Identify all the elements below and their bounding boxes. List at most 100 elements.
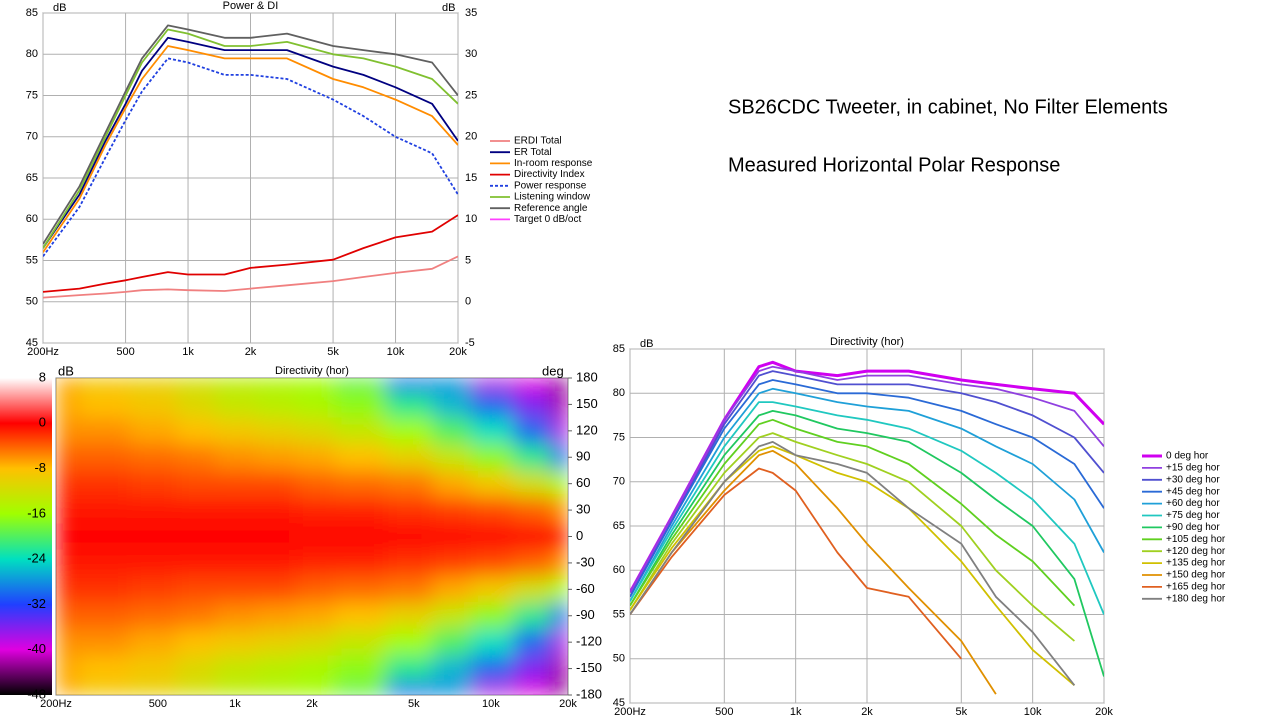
x-tick-label: 1k: [790, 706, 802, 718]
x-tick-label: 10k: [482, 698, 500, 710]
heatmap-cell: [552, 628, 568, 656]
series-line: [630, 365, 1104, 593]
heatmap-cell: [129, 602, 178, 630]
series-line: [630, 418, 1076, 607]
y-tick-label: 0: [576, 528, 583, 543]
heatmap-cell: [78, 523, 130, 551]
y2-tick-label: 20: [465, 131, 477, 143]
heatmap-cell: [552, 496, 568, 524]
heatmap-cell: [129, 655, 178, 683]
x-tick-label: 1k: [229, 698, 241, 710]
y-tick-label: 50: [26, 296, 38, 308]
heatmap-cell: [129, 391, 178, 419]
heatmap-cell: [78, 417, 130, 445]
heatmap-cell: [296, 378, 336, 392]
heatmap-cell: [296, 602, 336, 630]
heatmap-cell: [176, 523, 216, 551]
series-group: [43, 24, 458, 299]
heatmap-cell: [257, 391, 297, 419]
legend-label: Listening window: [514, 192, 591, 203]
heatmap-cell: [215, 378, 258, 392]
heatmap-cell: [215, 628, 258, 656]
heatmap-cell: [215, 576, 258, 604]
heatmap-cell: [513, 391, 553, 419]
heatmap-cell: [257, 523, 297, 551]
heatmap-cell: [56, 417, 80, 445]
heatmap-cell: [513, 378, 553, 392]
legend-label: ER Total: [514, 147, 552, 158]
heatmap-cell: [552, 470, 568, 498]
heatmap-cell: [176, 470, 216, 498]
heatmap-cell: [296, 391, 336, 419]
heatmap-cell: [78, 576, 130, 604]
legend-label: Directivity Index: [514, 169, 585, 180]
heatmap-cell: [56, 681, 80, 695]
y-unit: dB: [53, 2, 66, 14]
y-tick-label: 60: [26, 213, 38, 225]
legend-label: +105 deg hor: [1166, 534, 1226, 545]
heatmap-cell: [552, 602, 568, 630]
heatmap-smooth: [56, 378, 568, 695]
heatmap-cell: [296, 417, 336, 445]
heatmap-cell: [129, 496, 178, 524]
z-unit: dB: [58, 363, 74, 378]
heatmap-cell: [334, 628, 386, 656]
heatmap-cell: [385, 496, 434, 524]
heatmap-cell: [176, 655, 216, 683]
colorbar-label: 8: [39, 369, 46, 384]
x-tick-label: 20k: [559, 698, 577, 710]
heatmap-cell: [385, 628, 434, 656]
y-tick-label: 50: [613, 653, 625, 665]
heatmap-cell: [471, 549, 514, 577]
heatmap-cell: [385, 378, 434, 392]
heatmap-cell: [257, 549, 297, 577]
y2-tick-label: 10: [465, 213, 477, 225]
heatmap-cell: [432, 628, 472, 656]
y-tick-label: 80: [26, 48, 38, 60]
y-tick-label: 90: [576, 449, 590, 464]
series-line: [630, 432, 1075, 642]
heatmap-cell: [56, 391, 80, 419]
y-tick-label: -30: [576, 554, 595, 569]
legend-label: +165 deg hor: [1166, 582, 1226, 593]
heatmap-cell: [56, 655, 80, 683]
y-tick-label: 180: [576, 369, 598, 384]
y-tick-label: 45: [613, 697, 625, 709]
heatmap-cell: [129, 470, 178, 498]
heatmap-cell: [296, 496, 336, 524]
heatmap-cell: [176, 444, 216, 471]
series-line: [43, 28, 458, 249]
heatmap-cell: [334, 391, 386, 419]
heatmap-cell: [334, 681, 386, 695]
heatmap-cell: [296, 470, 336, 498]
heatmap-cell: [385, 681, 434, 695]
heatmap-cell: [78, 391, 130, 419]
heatmap-cell: [432, 470, 472, 498]
heatmap-cell: [176, 602, 216, 630]
heatmap-cell: [176, 378, 216, 392]
heatmap-cell: [471, 681, 514, 695]
heatmap-cell: [129, 378, 178, 392]
heatmap-cell: [176, 549, 216, 577]
heatmap-cell: [296, 681, 336, 695]
x-tick-label: 200Hz: [614, 706, 646, 718]
heatmap-cell: [432, 681, 472, 695]
legend-label: Reference angle: [514, 203, 588, 214]
heatmap-cell: [552, 417, 568, 445]
heatmap-cell: [471, 391, 514, 419]
heatmap-cell: [56, 444, 80, 471]
y-tick-label: 60: [613, 564, 625, 576]
series-line: [630, 441, 1076, 686]
heatmap-cell: [334, 470, 386, 498]
heatmap-cell: [334, 523, 386, 551]
heatmap-cell: [78, 496, 130, 524]
y-tick-label: 65: [26, 172, 38, 184]
y-tick-label: 60: [576, 475, 590, 490]
series-line: [43, 214, 458, 293]
colorbar-label: -48: [27, 686, 46, 701]
legend-label: +75 deg hor: [1166, 510, 1220, 521]
heatmap-cell: [552, 549, 568, 577]
heatmap-cell: [552, 681, 568, 695]
x-tick-label: 200Hz: [27, 346, 59, 358]
